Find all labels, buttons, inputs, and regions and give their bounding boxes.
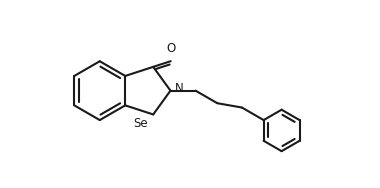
Text: O: O (167, 42, 176, 55)
Text: N: N (174, 83, 183, 96)
Text: Se: Se (134, 117, 148, 130)
